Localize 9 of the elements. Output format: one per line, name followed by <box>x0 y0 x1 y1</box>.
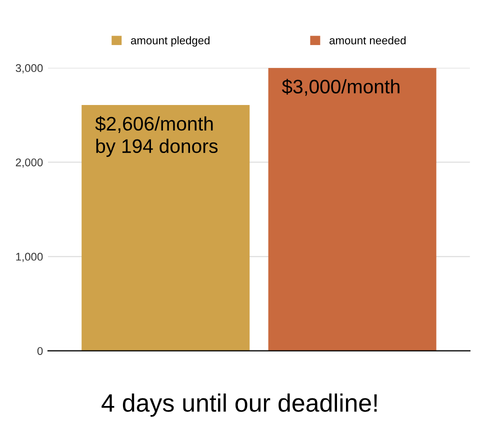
legend-label: amount needed <box>330 36 406 44</box>
data-label: $2,606/month by 194 donors <box>95 116 218 157</box>
data-label: $3,000/month <box>282 78 400 96</box>
y-tick-label: 3,000 <box>16 64 43 74</box>
legend-label: amount pledged <box>130 36 210 47</box>
y-tick-label: 0 <box>37 347 43 355</box>
y-tick-label: 2,000 <box>16 158 43 168</box>
text: 4 days until our deadline! <box>102 394 377 417</box>
y-tick-label: 1,000 <box>16 252 43 262</box>
